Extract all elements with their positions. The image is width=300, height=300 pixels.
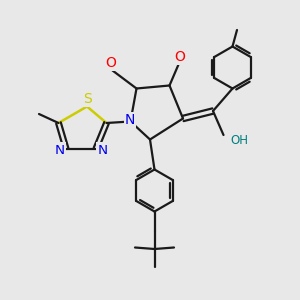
Text: OH: OH: [230, 134, 248, 147]
Text: N: N: [54, 143, 64, 157]
Text: O: O: [106, 56, 116, 70]
Text: O: O: [175, 50, 185, 64]
Text: N: N: [125, 113, 135, 127]
Text: S: S: [83, 92, 92, 106]
Text: N: N: [98, 143, 108, 157]
